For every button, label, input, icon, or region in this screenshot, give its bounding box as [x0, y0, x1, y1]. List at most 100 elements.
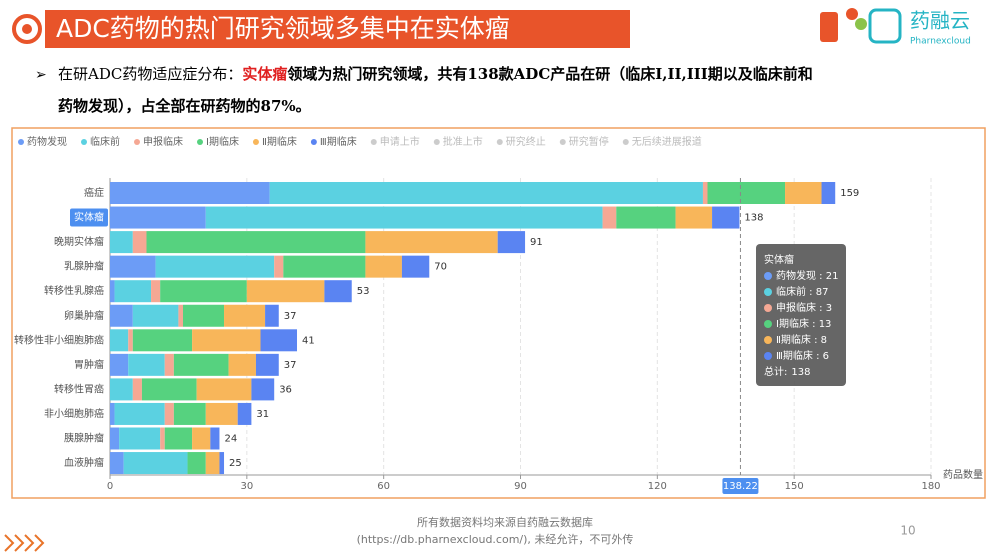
bar-segment [255, 353, 279, 376]
bar-segment [110, 182, 270, 204]
bar-segment [210, 427, 220, 450]
bar-segment [110, 329, 129, 352]
bar-segment [128, 329, 133, 352]
total-label: 70 [434, 262, 447, 273]
bar-segment [110, 378, 133, 401]
bullet-prefix: 在研ADC药物适应症分布： [58, 65, 242, 83]
bar-segment [616, 206, 676, 229]
page-number: 10 [900, 524, 915, 538]
bar-segment [164, 353, 174, 376]
tooltip-name: 药物发现 [776, 269, 816, 282]
bar-segment [182, 304, 225, 327]
logo-balloon [846, 8, 858, 20]
y-tick-label: 卵巢肿瘤 [64, 309, 104, 322]
legend-label: 无后续进展报道 [632, 135, 702, 148]
legend-dot [81, 139, 87, 145]
bar-segment [205, 206, 603, 229]
legend-dot [496, 139, 503, 145]
bar-segment [675, 206, 713, 229]
bar-segment [205, 452, 220, 475]
bar-segment [821, 182, 836, 204]
tooltip-row: 临床前 : 87 [776, 285, 828, 298]
tooltip-title: 实体瘤 [764, 253, 794, 266]
bar-segment [365, 231, 498, 254]
bar-segment [110, 255, 156, 278]
tooltip-dot [764, 272, 772, 280]
bar-segment [141, 378, 197, 401]
tooltip-value: 87 [816, 287, 829, 298]
tooltip-total: 总计: 138 [764, 365, 810, 378]
total-label: 91 [530, 237, 543, 248]
bullet-highlight: 实体瘤 [242, 65, 287, 83]
bar-segment [228, 353, 256, 376]
bullet-text: 领域为热门研究领域，共有138款ADC产品在研（临床I,II,III期以及临床前… [286, 65, 812, 83]
bar-segment [196, 378, 252, 401]
bar-segment [132, 329, 193, 352]
tooltip-total-value: 138 [791, 367, 810, 378]
y-tick-label: 胰腺肿瘤 [64, 432, 104, 445]
tooltip-value: 3 [826, 303, 832, 314]
bar-segment [132, 378, 142, 401]
legend-label: 药物发现 [27, 135, 67, 148]
bar-segment [164, 427, 193, 450]
bullet-text: 药物发现），占全部在研药物的87%。 [58, 97, 311, 115]
bar-segment [283, 255, 366, 278]
bar-segment [160, 280, 247, 303]
bar-segment [187, 452, 206, 475]
pointer-label-bg [722, 478, 759, 494]
bar-segment [497, 231, 526, 254]
bar-segment [260, 329, 298, 352]
legend-dot [310, 139, 317, 145]
y-tick-label: 实体瘤 [74, 211, 104, 224]
bar-segment [128, 353, 165, 376]
tooltip-sep: : [816, 271, 826, 282]
footer-arrows [4, 534, 45, 552]
legend-label: Ⅰ期临床 [206, 135, 239, 148]
bar-segment [173, 402, 206, 425]
tooltip-sep: : [806, 287, 816, 298]
footer-copyright: (https://db.pharnexcloud.com/), 未经允许，不可外… [357, 532, 634, 546]
bar-segment [707, 182, 786, 204]
tooltip-sep: : [813, 351, 823, 362]
tooltip-value: 8 [821, 335, 827, 346]
y-tick-label: 乳腺肿瘤 [64, 260, 104, 273]
total-label: 53 [357, 286, 370, 297]
bar-segment [110, 427, 120, 450]
tooltip-dot [764, 352, 772, 360]
legend-label: 批准上市 [443, 135, 483, 148]
tooltip-row: Ⅰ期临床 : 13 [776, 317, 831, 330]
y-tick-label: 胃肿瘤 [74, 358, 104, 371]
bar-segment [114, 280, 152, 303]
legend-dot [559, 139, 566, 145]
legend-label: Ⅱ期临床 [262, 135, 297, 148]
y-tick-label: 癌症 [84, 186, 104, 199]
tooltip-name: Ⅰ期临床 [776, 317, 809, 330]
bar-segment [155, 255, 275, 278]
total-label: 159 [840, 188, 859, 199]
logo-text: 药融云 [910, 9, 970, 33]
tooltip-row: 药物发现 : 21 [776, 269, 838, 282]
legend-label: 申请上市 [380, 135, 420, 148]
bar-segment [224, 304, 266, 327]
bar-segment [114, 402, 165, 425]
logo-gift [820, 12, 838, 42]
bar-segment [237, 402, 252, 425]
tooltip-sep: : [809, 319, 819, 330]
category-highlight [70, 208, 108, 227]
bar-segment [146, 231, 366, 254]
tooltip-value: 13 [819, 319, 832, 330]
legend-label: 申报临床 [143, 135, 183, 148]
legend-dot [18, 139, 24, 145]
bar-segment [110, 353, 129, 376]
tooltip-value: 21 [826, 271, 839, 282]
bar-segment [123, 452, 188, 475]
legend-label: 临床前 [90, 135, 120, 148]
bar-segment [712, 206, 740, 229]
x-tick-label: 90 [514, 481, 527, 492]
total-label: 41 [302, 335, 315, 346]
legend-label: Ⅲ期临床 [320, 135, 357, 148]
legend-dot [622, 139, 629, 145]
bar-segment [132, 304, 179, 327]
tooltip-row: 申报临床 : 3 [776, 301, 832, 314]
